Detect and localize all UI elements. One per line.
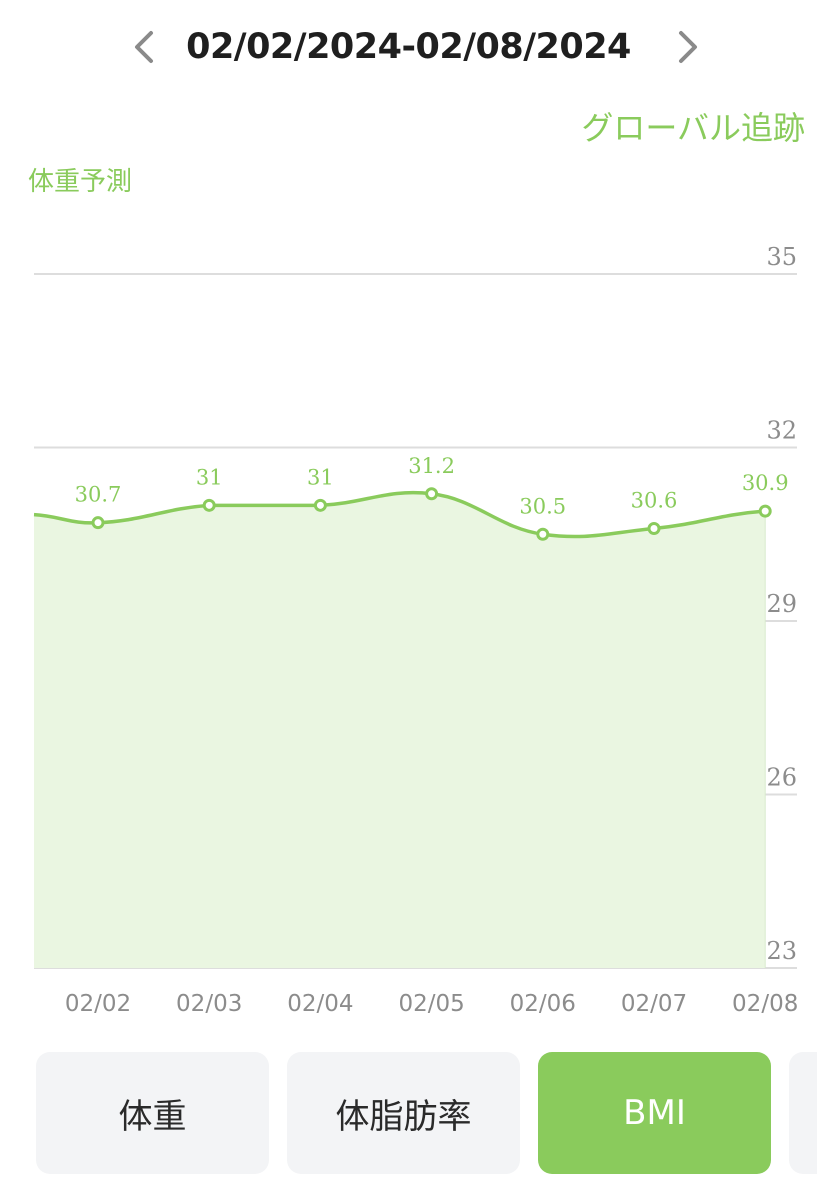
y-tick-label: 23	[766, 937, 797, 965]
x-tick-label: 02/03	[176, 991, 242, 1017]
next-week-button[interactable]	[668, 22, 708, 72]
x-tick-label: 02/06	[510, 991, 576, 1017]
header: 02/02/2024-02/08/2024	[0, 0, 817, 96]
data-label: 31	[307, 465, 334, 489]
previous-week-button[interactable]	[124, 22, 164, 72]
metric-tabs: 体重 体脂肪率 BMI	[0, 1050, 817, 1176]
chevron-left-icon	[135, 31, 153, 63]
data-point	[758, 504, 772, 518]
data-label: 30.7	[75, 483, 122, 507]
data-label: 31	[196, 465, 223, 489]
y-tick-label: 32	[766, 417, 797, 445]
tab-more[interactable]	[789, 1052, 817, 1174]
chart-title: 体重予測	[28, 167, 133, 197]
bmi-chart: 35 32 29 26 23 30.7 31 31 31.2 30.5 30.6 30.9 02/0…	[33, 243, 798, 1017]
x-tick-label: 02/02	[65, 991, 131, 1017]
data-label: 30.9	[742, 471, 789, 495]
data-point	[91, 516, 105, 530]
y-axis: 35 32 29 26 23	[766, 243, 797, 965]
tab-body-fat[interactable]: 体脂肪率	[287, 1052, 520, 1174]
x-tick-label: 02/05	[398, 991, 464, 1017]
data-point	[647, 521, 661, 535]
date-range: 02/02/2024-02/08/2024	[186, 27, 631, 67]
data-point	[202, 498, 216, 512]
area-layer	[33, 490, 766, 968]
data-point	[425, 487, 439, 501]
tab-weight[interactable]: 体重	[36, 1052, 269, 1174]
chevron-right-icon	[679, 31, 697, 63]
data-label: 31.2	[408, 454, 455, 478]
data-points	[91, 487, 772, 541]
data-labels: 30.7 31 31 31.2 30.5 30.6 30.9	[75, 454, 789, 518]
data-label: 30.5	[519, 494, 566, 518]
tab-bmi[interactable]: BMI	[538, 1052, 771, 1174]
x-axis: 02/02 02/03 02/04 02/05 02/06 02/07 02/08	[65, 991, 798, 1017]
data-point	[536, 527, 550, 541]
x-tick-label: 02/04	[287, 991, 353, 1017]
y-tick-label: 26	[766, 764, 797, 792]
x-tick-label: 02/07	[621, 991, 687, 1017]
data-point	[313, 498, 327, 512]
global-tracking-link[interactable]: グローバル追跡	[581, 109, 805, 147]
series-line	[33, 490, 766, 539]
area-fill	[34, 492, 766, 968]
data-label: 30.6	[631, 488, 678, 512]
y-tick-label: 35	[766, 243, 797, 271]
x-tick-label: 02/08	[732, 991, 798, 1017]
y-tick-label: 29	[766, 590, 797, 618]
